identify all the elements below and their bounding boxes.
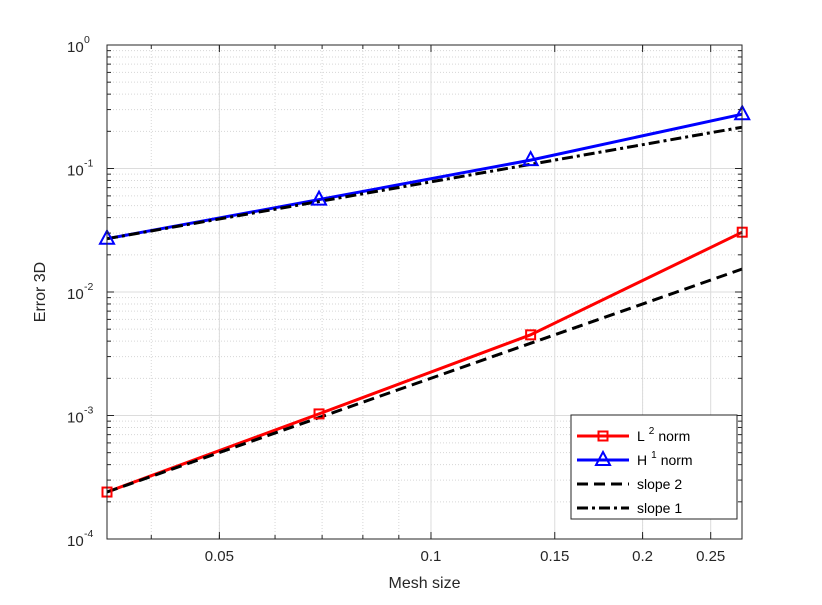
y-tick-exponent: 0 [84, 34, 90, 46]
y-tick-label: 10 [67, 163, 84, 180]
legend-label: slope 1 [637, 500, 682, 516]
series-line-h [106, 112, 743, 241]
x-tick-labels: 0.05 0.1 0.15 0.2 0.25 [205, 548, 726, 565]
y-tick-label: 10 [67, 410, 84, 427]
triangle-marker [310, 189, 328, 206]
series-layer [98, 104, 751, 498]
square-marker [313, 408, 325, 420]
series-line-l [106, 230, 743, 494]
y-tick-label: 10 [67, 533, 84, 550]
y-tick-label: 10 [67, 39, 84, 56]
y-tick-exponent: -4 [84, 528, 93, 540]
legend-label: H 1 norm [637, 450, 693, 468]
y-axis-label: Error 3D [32, 262, 49, 322]
legend: L 2 norm H 1 norm slope 2 slope 1 [570, 414, 738, 520]
square-marker [525, 329, 537, 341]
square-marker [597, 430, 609, 442]
series-line-slope-2 [106, 267, 743, 494]
x-tick-label: 0.05 [205, 548, 234, 565]
triangle-marker [521, 149, 540, 167]
triangle-marker [594, 449, 612, 466]
tick-marks [107, 44, 742, 540]
y-tick-label: 10 [67, 286, 84, 303]
series-line-slope-1 [106, 125, 743, 241]
x-tick-label: 0.25 [696, 548, 725, 565]
x-axis-label: Mesh size [388, 575, 460, 592]
legend-label: slope 2 [637, 476, 682, 492]
y-tick-exponent: -3 [84, 405, 93, 417]
x-tick-label: 0.2 [632, 548, 653, 565]
y-tick-exponent: -2 [84, 281, 93, 293]
legend-label: L 2 norm [637, 426, 690, 444]
y-tick-exponent: -1 [84, 158, 93, 170]
x-tick-label: 0.15 [540, 548, 569, 565]
x-tick-label: 0.1 [421, 548, 442, 565]
